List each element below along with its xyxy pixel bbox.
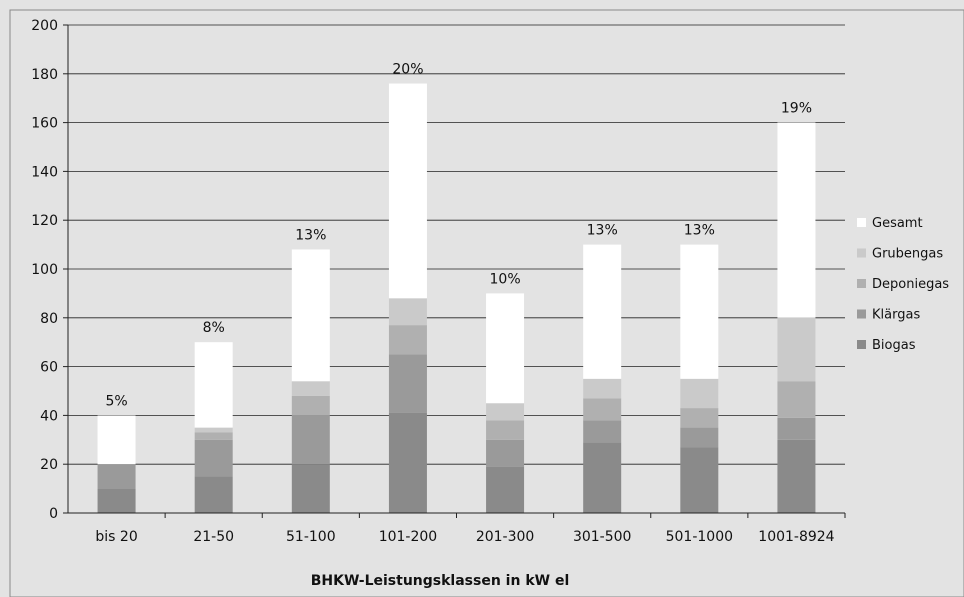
bar-segment-grubengas xyxy=(486,403,524,420)
legend-label: Grubengas xyxy=(872,247,943,262)
bar-segment-biogas xyxy=(98,489,136,513)
x-tick-label: 501-1000 xyxy=(666,529,733,545)
legend-swatch-grubengas xyxy=(857,249,866,258)
bar-segment-biogas xyxy=(583,442,621,513)
x-tick-label: 101-200 xyxy=(379,529,438,545)
bar-segment-deponiegas xyxy=(389,325,427,354)
bar-segment-biogas xyxy=(195,476,233,513)
data-label: 19% xyxy=(781,101,812,117)
y-tick-label: 0 xyxy=(49,506,58,522)
bar-segment-deponiegas xyxy=(486,420,524,440)
legend-swatch-deponiegas xyxy=(857,279,866,288)
y-tick-label: 200 xyxy=(31,18,58,34)
bar-segment-biogas xyxy=(486,467,524,513)
y-tick-label: 80 xyxy=(40,311,58,327)
data-label: 20% xyxy=(392,62,423,78)
bar-segment-deponiegas xyxy=(583,398,621,420)
x-tick-label: 21-50 xyxy=(193,529,234,545)
y-tick-label: 40 xyxy=(40,408,58,424)
bar-segment-biogas xyxy=(292,464,330,513)
x-tick-label: 51-100 xyxy=(286,529,336,545)
bar-segment-deponiegas xyxy=(680,408,718,428)
legend-label: Klärgas xyxy=(872,308,920,323)
bar-segment-gesamt xyxy=(195,342,233,427)
bar-segment-deponiegas xyxy=(195,432,233,439)
bar-segment-biogas xyxy=(389,413,427,513)
legend-label: Deponiegas xyxy=(872,277,949,292)
bar-segment-biogas xyxy=(777,440,815,513)
legend-swatch-klärgas xyxy=(857,310,866,319)
bar-segment-grubengas xyxy=(680,379,718,408)
legend-swatch-gesamt xyxy=(857,218,866,227)
y-tick-label: 60 xyxy=(40,360,58,376)
data-label: 5% xyxy=(105,393,127,409)
data-label: 13% xyxy=(684,223,715,239)
bar-segment-grubengas xyxy=(777,318,815,381)
x-tick-label: bis 20 xyxy=(95,529,137,545)
legend-swatch-biogas xyxy=(857,340,866,349)
x-tick-label: 201-300 xyxy=(476,529,535,545)
bar-segment-deponiegas xyxy=(292,396,330,416)
legend-label: Biogas xyxy=(872,338,916,353)
bar-segment-klärgas xyxy=(680,428,718,448)
bar-segment-gesamt xyxy=(583,245,621,379)
data-label: 13% xyxy=(587,223,618,239)
bar-segment-gesamt xyxy=(389,84,427,299)
bar-segment-gesamt xyxy=(292,249,330,381)
bar-segment-grubengas xyxy=(389,298,427,325)
bar-segment-gesamt xyxy=(98,415,136,464)
bar-segment-biogas xyxy=(680,447,718,513)
x-tick-label: 1001-8924 xyxy=(758,529,834,545)
legend-label: Gesamt xyxy=(872,216,923,231)
bar-segment-klärgas xyxy=(98,464,136,488)
x-axis-title: BHKW-Leistungsklassen in kW el xyxy=(311,573,570,589)
bar-segment-klärgas xyxy=(777,418,815,440)
bar-segment-grubengas xyxy=(583,379,621,399)
bar-segment-grubengas xyxy=(292,381,330,396)
y-tick-label: 20 xyxy=(40,457,58,473)
bar-segment-klärgas xyxy=(292,415,330,464)
x-tick-label: 301-500 xyxy=(573,529,632,545)
bar-segment-gesamt xyxy=(486,293,524,403)
bar-segment-deponiegas xyxy=(777,381,815,418)
bar-segment-klärgas xyxy=(583,420,621,442)
bar-segment-klärgas xyxy=(486,440,524,467)
bar-segment-klärgas xyxy=(389,354,427,413)
gridlines xyxy=(68,25,845,513)
y-tick-label: 160 xyxy=(31,116,58,132)
bar-segment-gesamt xyxy=(680,245,718,379)
y-tick-label: 120 xyxy=(31,213,58,229)
bar-segment-gesamt xyxy=(777,123,815,318)
data-label: 13% xyxy=(295,227,326,243)
bar-segment-klärgas xyxy=(195,440,233,477)
y-tick-label: 180 xyxy=(31,67,58,83)
data-label: 8% xyxy=(203,320,225,336)
y-tick-label: 140 xyxy=(31,164,58,180)
data-label: 10% xyxy=(490,271,521,287)
y-tick-label: 100 xyxy=(31,262,58,278)
bar-segment-grubengas xyxy=(195,428,233,433)
